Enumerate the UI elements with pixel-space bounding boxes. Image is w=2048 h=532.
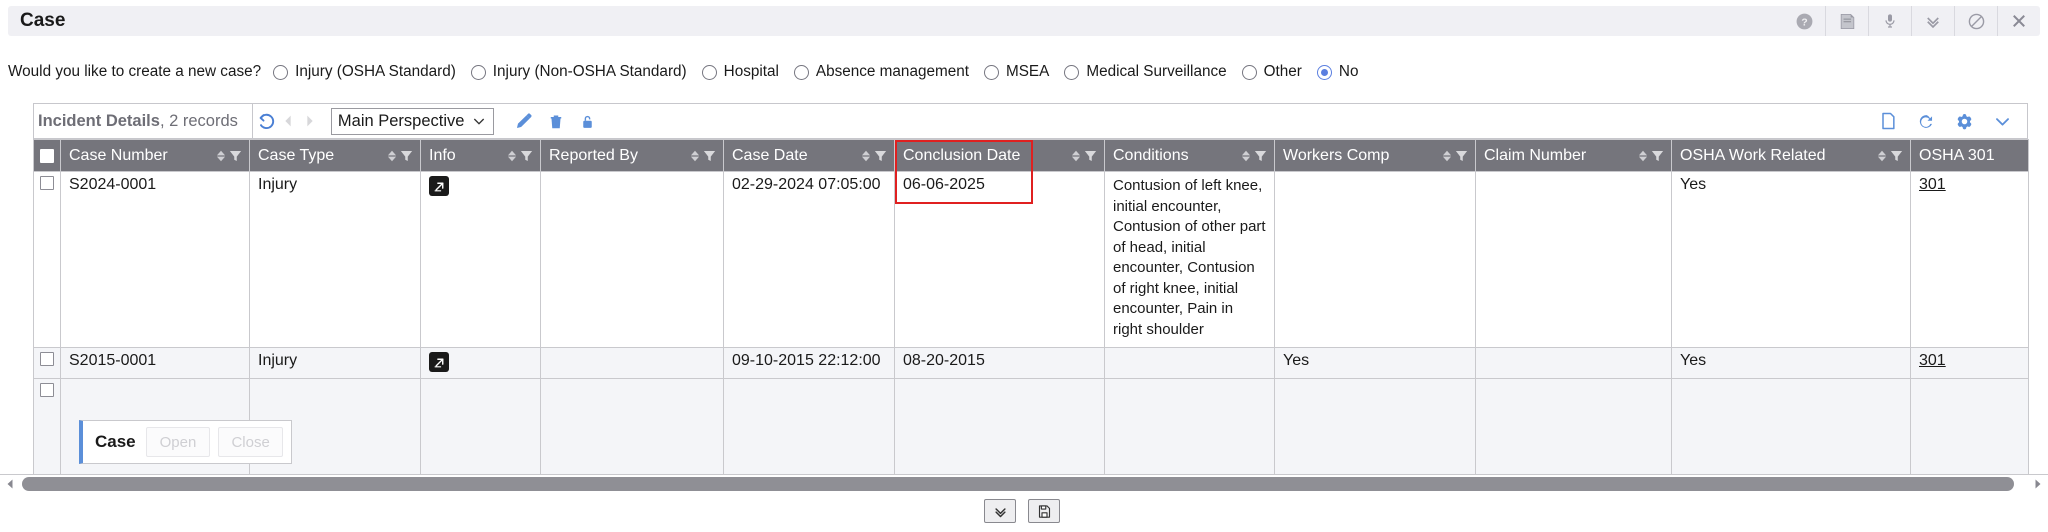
svg-text:?: ? bbox=[1801, 17, 1807, 28]
